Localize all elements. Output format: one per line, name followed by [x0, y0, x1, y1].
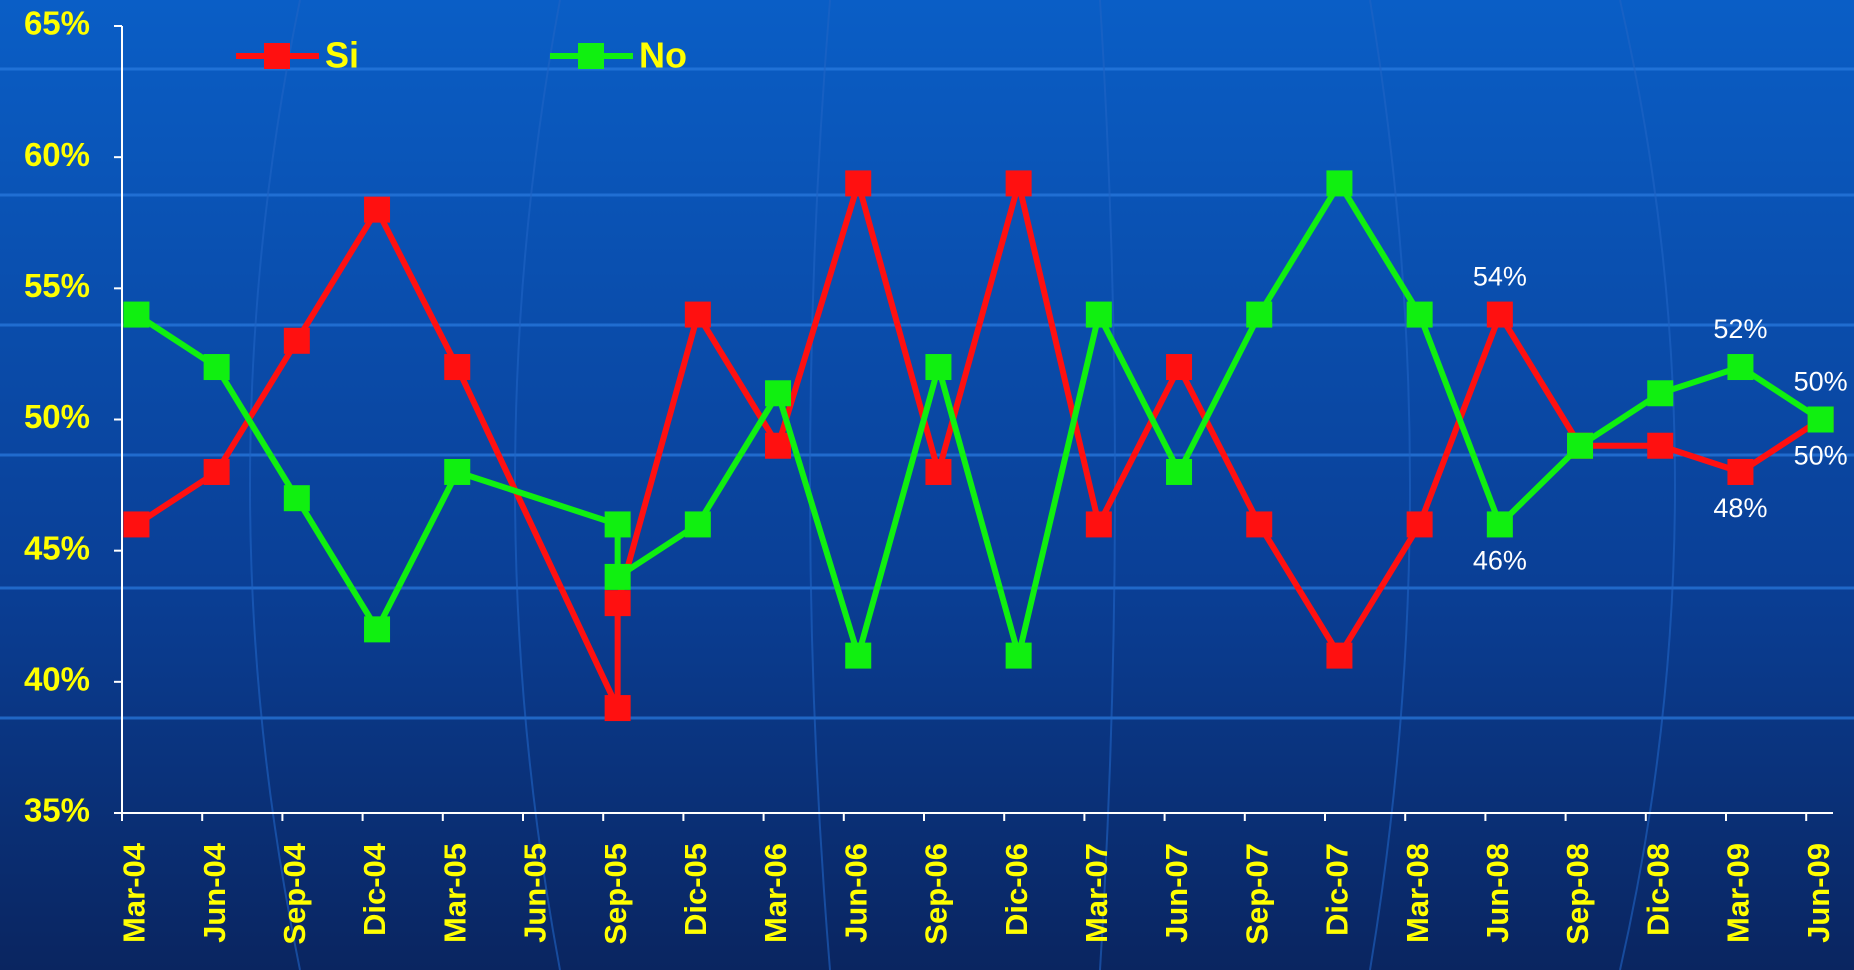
x-tick-label: Dic-05	[678, 843, 713, 936]
y-tick-label: 65%	[24, 5, 90, 42]
x-tick-label: Mar-04	[117, 842, 152, 943]
marker	[1807, 406, 1834, 433]
marker	[925, 354, 952, 381]
x-tick-label: Dic-07	[1320, 843, 1355, 936]
marker	[1727, 354, 1754, 381]
data-label: 48%	[1713, 493, 1767, 523]
marker	[1486, 511, 1513, 538]
marker	[1166, 458, 1193, 485]
x-tick-label: Jun-06	[838, 843, 873, 943]
x-tick-label: Mar-06	[758, 843, 793, 943]
marker	[203, 354, 230, 381]
y-tick-label: 60%	[24, 136, 90, 173]
data-label: 46%	[1473, 546, 1527, 576]
x-tick-label: Mar-08	[1400, 843, 1435, 943]
marker	[604, 695, 631, 722]
marker	[1567, 432, 1594, 459]
x-tick-label: Sep-06	[919, 843, 954, 945]
marker	[925, 458, 952, 485]
marker	[1085, 511, 1112, 538]
data-label: 52%	[1713, 314, 1767, 344]
x-tick-label: Jun-04	[197, 842, 232, 943]
marker	[1246, 511, 1273, 538]
marker	[604, 590, 631, 617]
marker	[1085, 301, 1112, 328]
y-tick-label: 40%	[24, 661, 90, 698]
marker	[845, 642, 872, 669]
marker	[1166, 354, 1193, 381]
y-tick-label: 50%	[24, 398, 90, 435]
marker	[283, 327, 310, 354]
legend-label: No	[639, 35, 687, 76]
x-tick-label: Dic-08	[1640, 843, 1675, 936]
y-tick-label: 35%	[24, 792, 90, 829]
x-tick-label: Jun-09	[1801, 843, 1836, 943]
x-tick-label: Dic-06	[999, 843, 1034, 936]
marker	[203, 458, 230, 485]
marker	[1326, 642, 1353, 669]
x-tick-label: Jun-07	[1159, 843, 1194, 943]
x-tick-label: Mar-05	[437, 843, 472, 943]
marker	[1486, 301, 1513, 328]
x-tick-label: Sep-07	[1239, 843, 1274, 945]
marker	[765, 380, 792, 407]
marker	[123, 301, 150, 328]
marker	[283, 485, 310, 512]
data-label: 50%	[1794, 441, 1848, 471]
legend-label: Si	[325, 35, 359, 76]
plot: 35% 40% 45% 50% 55% 60% 65% Mar-04 Jun-04 Sep-04 D…	[24, 5, 1848, 945]
marker	[1647, 380, 1674, 407]
x-tick-label: Sep-08	[1560, 843, 1595, 945]
legend-marker	[578, 43, 604, 69]
marker	[1246, 301, 1273, 328]
marker	[684, 511, 711, 538]
marker	[1406, 511, 1433, 538]
data-label: 54%	[1473, 262, 1527, 292]
x-tick-label: Dic-04	[357, 842, 392, 936]
marker	[364, 616, 391, 643]
marker	[604, 563, 631, 590]
marker	[444, 354, 471, 381]
marker	[1647, 432, 1674, 459]
marker	[684, 301, 711, 328]
marker	[1005, 642, 1032, 669]
x-tick-label: Jun-08	[1480, 843, 1515, 943]
marker	[1727, 458, 1754, 485]
marker	[123, 511, 150, 538]
y-tick-label: 55%	[24, 267, 90, 304]
marker	[765, 432, 792, 459]
y-tick-label: 45%	[24, 529, 90, 566]
series-line	[134, 180, 1823, 659]
data-label: 50%	[1794, 367, 1848, 397]
marker	[444, 458, 471, 485]
x-tick-label: Mar-09	[1721, 843, 1756, 943]
globe-meridians	[249, 0, 1676, 970]
marker	[604, 511, 631, 538]
marker	[1406, 301, 1433, 328]
series-line	[134, 180, 1823, 712]
legend-marker	[264, 43, 290, 69]
x-tick-label: Sep-04	[277, 842, 312, 944]
marker	[845, 170, 872, 197]
marker	[1005, 170, 1032, 197]
marker	[1326, 170, 1353, 197]
x-tick-label: Jun-05	[518, 843, 553, 943]
x-tick-label: Mar-07	[1079, 843, 1114, 943]
marker	[364, 196, 391, 223]
x-tick-label: Sep-05	[598, 843, 633, 945]
